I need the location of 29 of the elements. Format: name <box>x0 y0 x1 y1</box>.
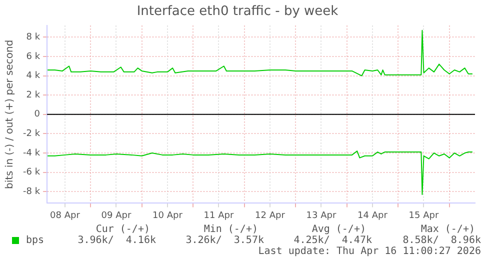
x-tick-label: 09 Apr <box>101 210 132 221</box>
y-tick-label: -6 k <box>23 168 41 178</box>
y-tick-label: 4 k <box>26 71 41 82</box>
text: 8.58k/ 8.96k <box>402 235 482 246</box>
legend-label: bps <box>26 235 44 246</box>
y-tick-label: 8 k <box>26 32 41 43</box>
chart-title: Interface eth0 traffic - by week <box>136 4 339 20</box>
text: 4.25k/ 4.47k <box>292 235 373 246</box>
y-tick-label: 6 k <box>26 52 41 62</box>
text: Max (-/+) <box>420 224 476 235</box>
text: Cur (-/+) <box>94 224 151 235</box>
x-tick-label: 10 Apr <box>152 210 183 221</box>
text: 3.96k/ 4.16k <box>76 235 157 246</box>
x-tick-label: 08 Apr <box>50 210 80 221</box>
y-axis-title: bits in (-) / out (+) per second <box>4 40 16 190</box>
text: Avg (-/+) <box>310 224 367 235</box>
text: Last update: Thu Apr 16 11:00:27 2026 <box>257 246 482 257</box>
y-tick-label: -4 k <box>23 148 41 158</box>
y-tick-label: 2 k <box>26 90 41 100</box>
x-tick-label: 15 Apr <box>408 210 439 221</box>
text: 3.26k/ 3.57k <box>184 235 265 246</box>
y-tick-label: -2 k <box>23 129 41 140</box>
y-tick-label: -8 k <box>23 186 41 197</box>
x-tick-label: 11 Apr <box>204 210 234 221</box>
text: Min (-/+) <box>202 224 259 235</box>
x-tick-label: 13 Apr <box>306 210 336 221</box>
x-tick-label: 12 Apr <box>255 210 286 221</box>
x-tick-label: 14 Apr <box>358 210 388 221</box>
y-tick-label: 0 <box>34 110 40 120</box>
